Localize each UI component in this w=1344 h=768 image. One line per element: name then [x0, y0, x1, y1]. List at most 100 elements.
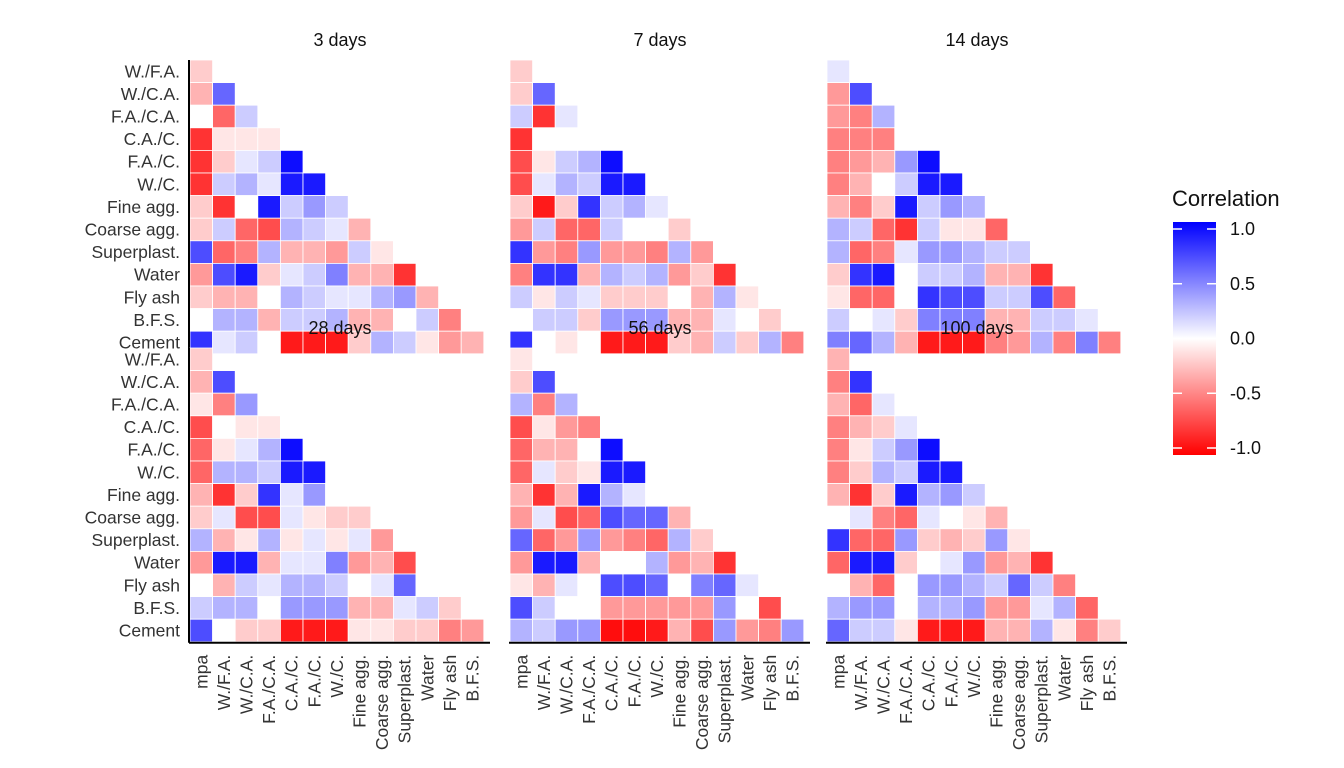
panel: 56 days mpa W./F.A. W./C.A. F.A./C.A. C.A./C.…	[509, 318, 810, 750]
heatmap-cell	[713, 285, 737, 310]
heatmap-cell	[347, 285, 372, 310]
heatmap-cell	[667, 528, 692, 552]
heatmap-cell	[577, 483, 601, 507]
heatmap-cell	[554, 573, 579, 598]
heatmap-cell	[509, 392, 534, 417]
heatmap-cell	[849, 262, 873, 287]
heatmap-cell	[1030, 618, 1054, 643]
heatmap-cell	[392, 330, 417, 355]
heatmap-cell	[189, 127, 214, 151]
heatmap-cell	[1007, 240, 1031, 264]
heatmap-cell	[984, 240, 1009, 264]
heatmap-cell	[415, 330, 440, 355]
heatmap-cell	[826, 285, 851, 310]
heatmap-cell	[392, 285, 417, 310]
heatmap-cell	[826, 82, 851, 106]
heatmap-cell	[554, 415, 579, 439]
heatmap-cell	[554, 127, 579, 151]
heatmap-cell	[392, 596, 417, 620]
heatmap-cell	[984, 573, 1009, 598]
heatmap-cell	[690, 285, 714, 310]
heatmap-cell	[532, 217, 556, 242]
x-tick-label: F.A./C.	[304, 655, 324, 708]
heatmap-cell	[826, 308, 851, 332]
heatmap-cell	[532, 172, 556, 197]
y-tick-label: B.F.S.	[133, 310, 180, 330]
heatmap-cell	[1097, 330, 1122, 355]
heatmap-cell	[735, 618, 760, 643]
heatmap-cell	[234, 596, 259, 620]
heatmap-cell	[894, 528, 918, 552]
heatmap-cell	[234, 528, 259, 552]
heatmap-cell	[509, 596, 534, 620]
heatmap-cell	[189, 217, 214, 242]
heatmap-cell	[212, 240, 236, 264]
heatmap-cell	[509, 415, 534, 439]
heatmap-cell	[1030, 285, 1054, 310]
heatmap-cell	[577, 330, 601, 355]
heatmap-cell	[849, 308, 873, 332]
heatmap-cell	[871, 596, 896, 620]
legend-title: Correlation	[1172, 186, 1280, 211]
heatmap-cell	[826, 217, 851, 242]
heatmap-cell	[984, 285, 1009, 310]
heatmap-cell	[212, 551, 236, 575]
heatmap-cell	[690, 308, 714, 332]
heatmap-cell	[234, 483, 259, 507]
heatmap-cell	[917, 285, 941, 310]
heatmap-cell	[622, 505, 647, 530]
heatmap-cell	[189, 483, 214, 507]
heatmap-cell	[212, 528, 236, 552]
heatmap-cell	[1007, 573, 1031, 598]
heatmap-cell	[325, 505, 349, 530]
heatmap-cell	[690, 330, 714, 355]
heatmap-cell	[532, 551, 556, 575]
heatmap-cell	[849, 528, 873, 552]
heatmap-cell	[849, 437, 873, 462]
heatmap-cell	[826, 370, 851, 394]
heatmap-cell	[1030, 596, 1054, 620]
heatmap-cell	[415, 308, 440, 332]
heatmap-cell	[939, 618, 964, 643]
heatmap-cell	[279, 460, 304, 485]
heatmap-cell	[894, 460, 918, 485]
heatmap-cell	[257, 172, 281, 197]
x-tick-label: Superplast.	[1032, 655, 1052, 744]
heatmap-cell	[370, 573, 394, 598]
x-tick-label: B.F.S.	[463, 655, 483, 702]
panel: 3 days W./F.A. W./C.A. F.A./C.A.C.A./C. F.A.…	[85, 30, 485, 355]
heatmap-cell	[509, 104, 534, 129]
heatmap-cell	[554, 460, 579, 485]
heatmap-cell	[577, 460, 601, 485]
heatmap-cell	[849, 370, 873, 394]
heatmap-cell	[871, 505, 896, 530]
heatmap-cell	[849, 330, 873, 355]
heatmap-cell	[826, 59, 851, 84]
heatmap-cell	[667, 596, 692, 620]
panel-title: 56 days	[628, 318, 691, 338]
heatmap-cell	[600, 308, 624, 332]
heatmap-cell	[1052, 308, 1077, 332]
heatmap-cell	[577, 415, 601, 439]
heatmap-cell	[622, 195, 647, 219]
heatmap-cell	[257, 573, 281, 598]
heatmap-cell	[212, 262, 236, 287]
heatmap-cell	[234, 573, 259, 598]
heatmap-cell	[532, 149, 556, 174]
heatmap-cell	[302, 505, 327, 530]
heatmap-cell	[577, 573, 601, 598]
heatmap-cell	[509, 528, 534, 552]
heatmap-cell	[871, 262, 896, 287]
y-tick-label: W./C.A.	[121, 372, 180, 392]
heatmap-cell	[234, 172, 259, 197]
heatmap-cell	[917, 262, 941, 287]
heatmap-cell	[622, 596, 647, 620]
heatmap-cell	[735, 573, 760, 598]
x-tick-label: W./F.A.	[534, 655, 554, 710]
heatmap-cell	[600, 483, 624, 507]
heatmap-cell	[325, 551, 349, 575]
heatmap-cell	[667, 285, 692, 310]
heatmap-cell	[600, 618, 624, 643]
heatmap-cell	[690, 551, 714, 575]
heatmap-cell	[554, 505, 579, 530]
